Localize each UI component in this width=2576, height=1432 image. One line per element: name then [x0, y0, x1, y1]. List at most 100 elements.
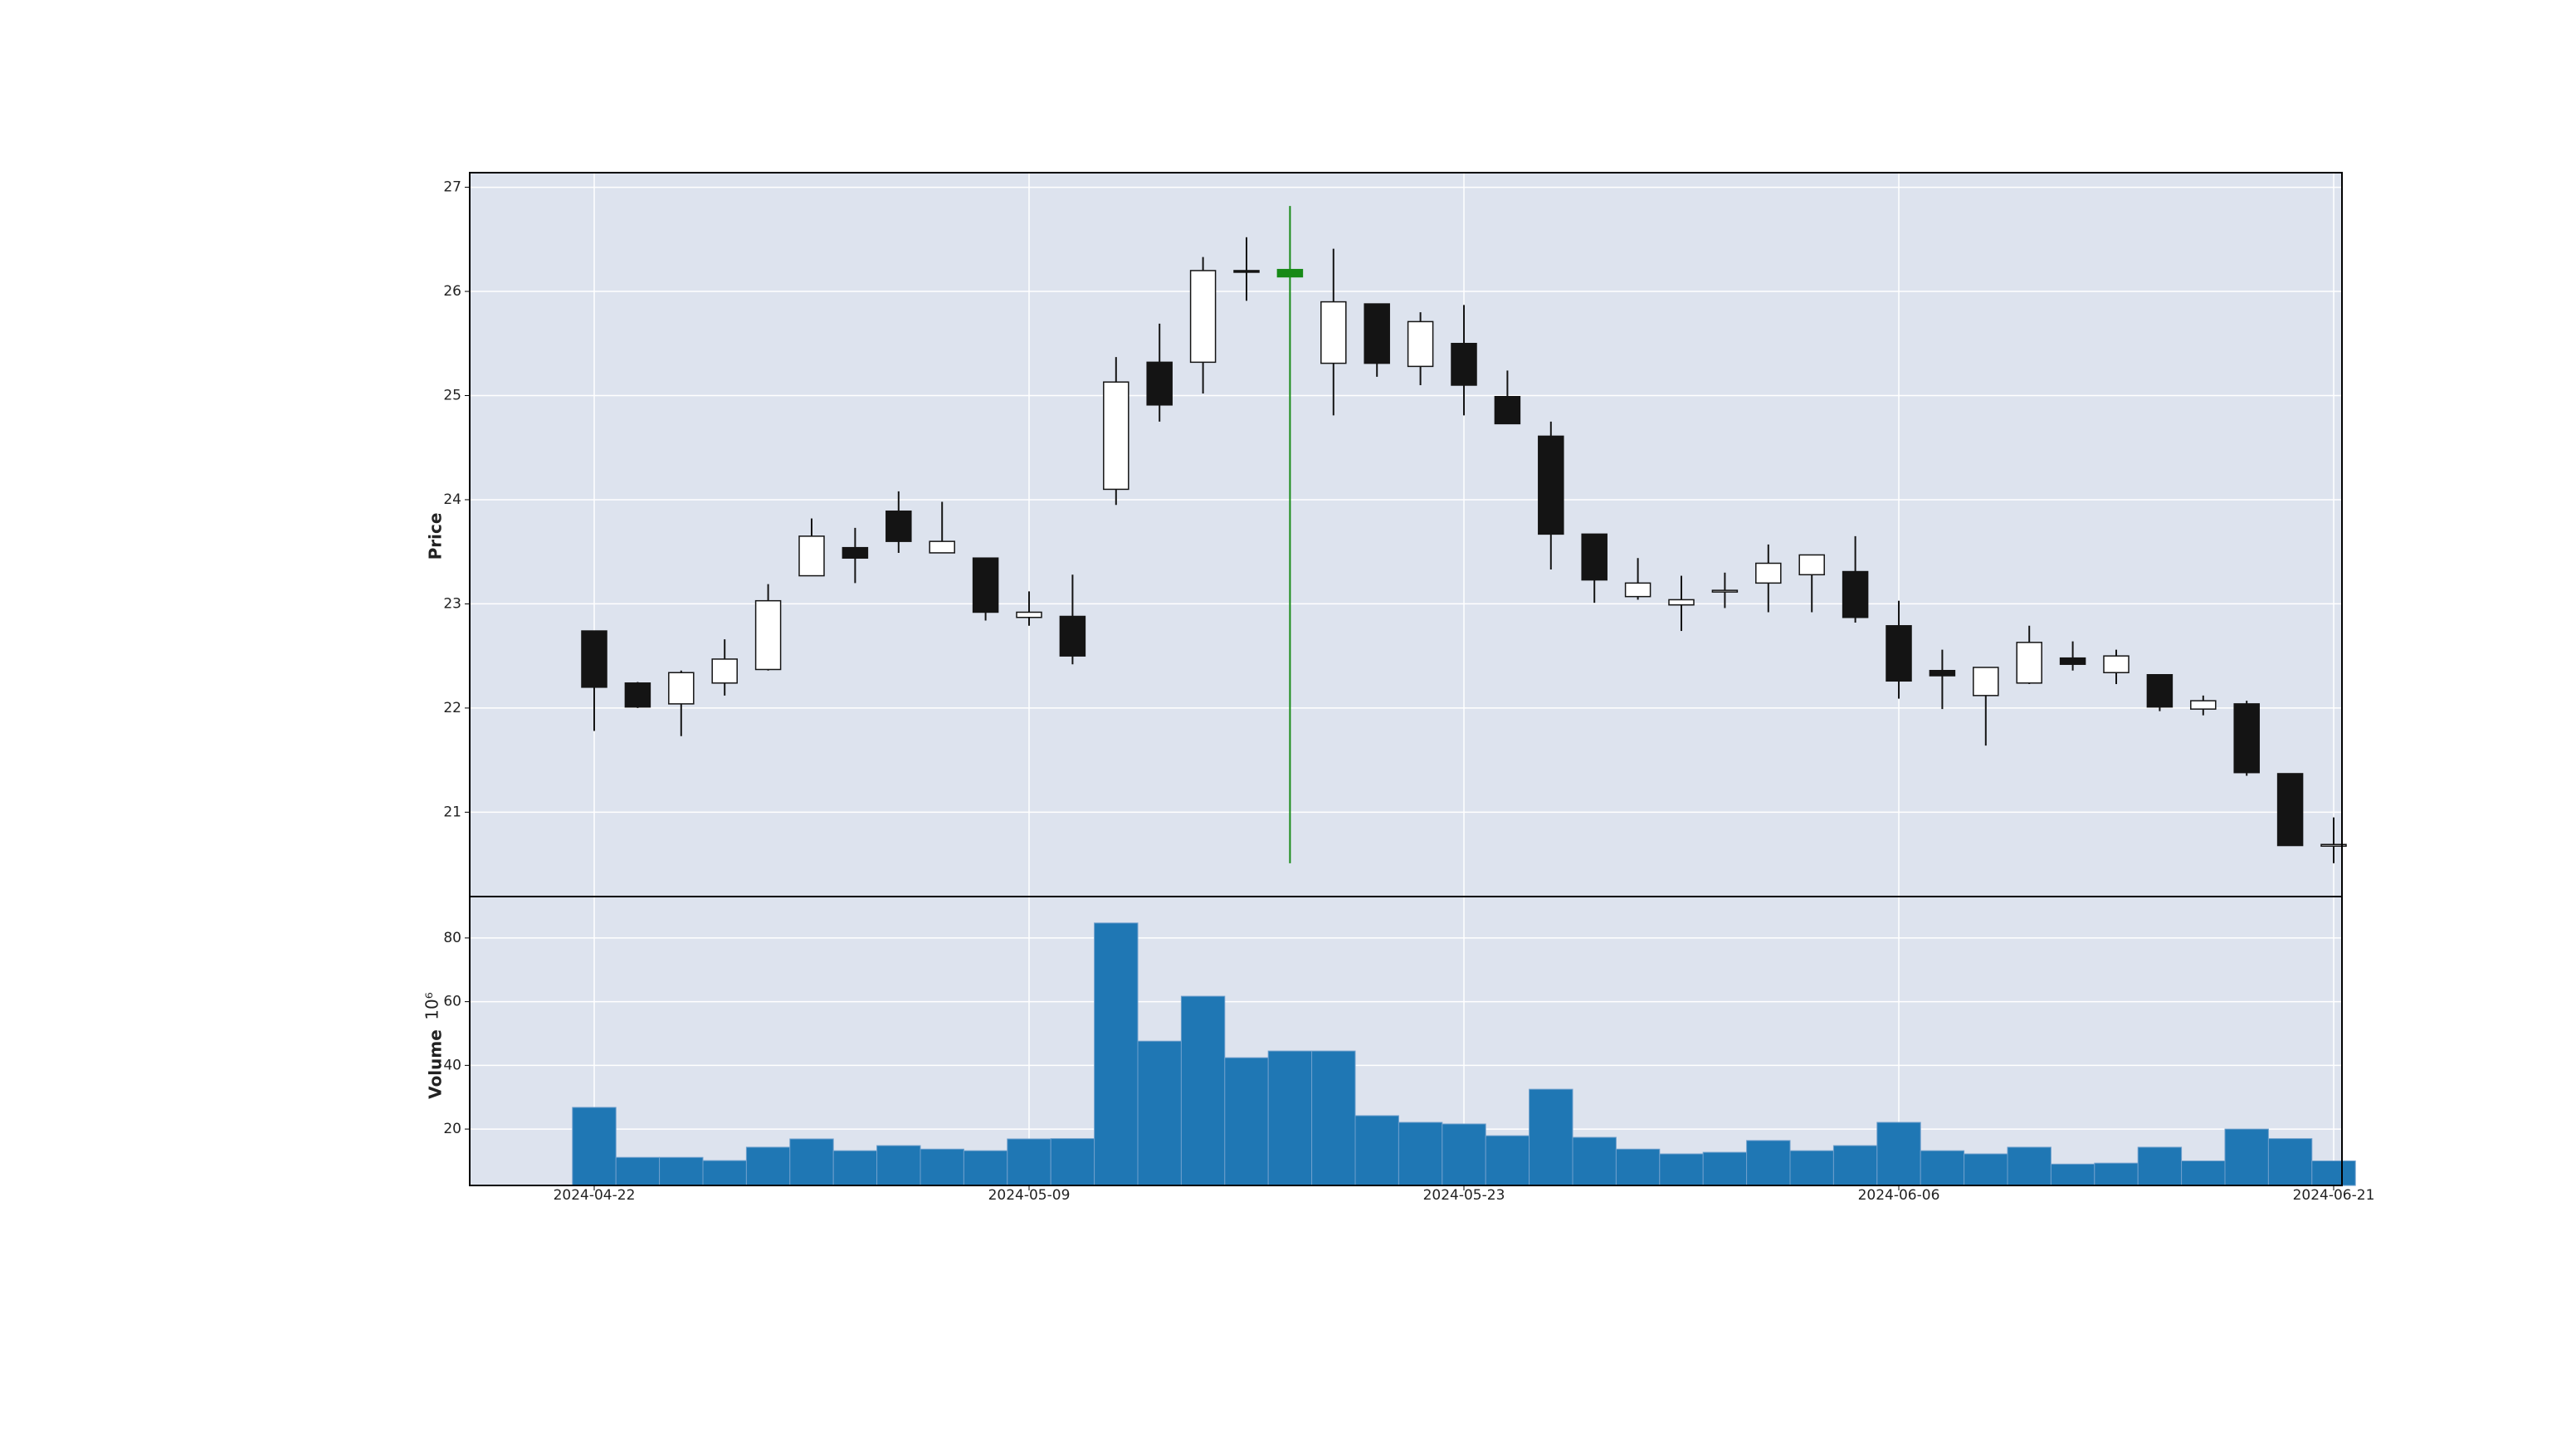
price-axis-label: Price: [426, 513, 446, 560]
candle-body: [624, 682, 651, 708]
volume-bar: [1094, 922, 1139, 1186]
candle-body: [1581, 533, 1608, 581]
volume-bar: [1659, 1153, 1704, 1186]
candle-body: [2233, 703, 2260, 774]
candle-body: [1320, 301, 1347, 364]
volume-bar: [1832, 1145, 1878, 1186]
volume-bar: [1050, 1138, 1095, 1186]
candle-body: [1059, 615, 1086, 657]
candle-body: [798, 535, 825, 577]
volume-axis-label: Volume: [426, 1029, 446, 1099]
candle-body: [1451, 343, 1477, 386]
volume-bar: [1485, 1135, 1530, 1186]
candle-body: [1103, 381, 1129, 491]
volume-bar: [1746, 1140, 1791, 1186]
y-tick-label: 80: [443, 930, 461, 946]
volume-bar: [1876, 1122, 1921, 1186]
candle-body: [1798, 554, 1825, 576]
volume-bar: [963, 1150, 1008, 1186]
volume-bar: [1572, 1136, 1617, 1186]
volume-bar: [832, 1150, 878, 1186]
x-tick-label: 2024-05-09: [988, 1187, 1071, 1204]
volume-bar: [789, 1138, 834, 1186]
candle-body: [2276, 773, 2304, 847]
candle-body: [1668, 599, 1695, 606]
x-tick-label: 2024-04-22: [554, 1187, 636, 1204]
candle-body: [1016, 611, 1042, 618]
candle-body: [2320, 843, 2347, 848]
candle-body: [1276, 268, 1304, 278]
candle-body: [581, 630, 607, 688]
candle-body: [1407, 320, 1434, 368]
y-tick-label: 22: [443, 700, 461, 716]
volume-bar: [2267, 1138, 2313, 1186]
volume-bar: [1398, 1122, 1443, 1186]
y-tick-label: 27: [443, 179, 461, 196]
x-tick-label: 2024-06-06: [1858, 1187, 1940, 1204]
candle-body: [1842, 570, 1869, 618]
volume-bar: [1615, 1148, 1661, 1186]
candle-body: [886, 511, 912, 542]
candle-body: [1233, 270, 1260, 273]
volume-bar: [2181, 1160, 2226, 1186]
candle-body: [929, 540, 955, 554]
volume-bar: [2050, 1163, 2095, 1186]
volume-bar: [876, 1145, 921, 1186]
volume-bar: [1137, 1040, 1182, 1186]
y-tick-label: 26: [443, 283, 461, 300]
y-tick-label: 60: [443, 994, 461, 1010]
y-tick-label: 21: [443, 804, 461, 820]
volume-bar: [1920, 1150, 1965, 1186]
volume-bar: [1789, 1150, 1834, 1186]
volume-bar: [2007, 1146, 2052, 1186]
grid: [470, 173, 2342, 1185]
volume-bar: [745, 1146, 791, 1186]
volume-bar: [572, 1107, 617, 1186]
candle-body: [754, 599, 782, 671]
y-tick-label: 20: [443, 1121, 461, 1137]
volume-bar: [1529, 1088, 1573, 1186]
volume-bar: [1007, 1138, 1051, 1186]
volume-bar: [1354, 1115, 1399, 1186]
candle-body: [1146, 361, 1173, 406]
volume-bar: [2094, 1162, 2139, 1186]
candle-body: [1364, 303, 1390, 364]
y-tick-label: 25: [443, 388, 461, 404]
candle-body: [711, 658, 738, 684]
candle-body: [2190, 700, 2217, 710]
candle-body: [1929, 669, 1956, 677]
y-tick-label: 23: [443, 595, 461, 612]
x-tick-label: 2024-06-21: [2293, 1187, 2375, 1204]
price-panel: [470, 173, 2342, 897]
candle-body: [1755, 562, 1782, 584]
candle-body: [1624, 582, 1651, 598]
candle-body: [2059, 657, 2086, 665]
volume-bar: [1964, 1153, 2008, 1186]
volume-bar: [659, 1156, 704, 1186]
candle-body: [1973, 667, 1999, 696]
candle-body: [1711, 589, 1739, 593]
volume-bar: [2224, 1128, 2269, 1186]
x-tick-label: 2024-05-23: [1423, 1187, 1505, 1204]
volume-bar: [1180, 995, 1226, 1186]
volume-bar: [2311, 1160, 2356, 1186]
volume-bar: [1267, 1050, 1313, 1186]
candle-body: [972, 557, 999, 613]
volume-bar: [1311, 1050, 1356, 1186]
candle-body: [1189, 270, 1217, 364]
volume-scale-label: 10⁶: [422, 992, 442, 1019]
candle-body: [842, 546, 869, 559]
candle-body: [2016, 642, 2042, 684]
y-tick-label: 40: [443, 1057, 461, 1073]
candle-body: [1538, 435, 1564, 535]
volume-bar: [1702, 1151, 1748, 1186]
volume-bar: [1442, 1123, 1486, 1186]
candle-body: [2103, 655, 2130, 673]
volume-bar: [702, 1160, 747, 1186]
volume-bar: [2137, 1146, 2183, 1186]
candle-body: [668, 672, 695, 705]
volume-bar: [920, 1148, 964, 1186]
volume-frame: [469, 896, 2343, 1186]
volume-bar: [615, 1156, 661, 1186]
